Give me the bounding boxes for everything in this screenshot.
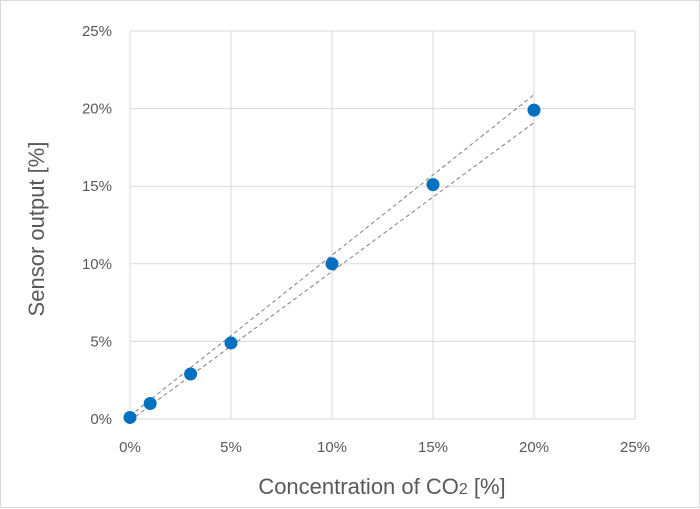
- y-tick-label: 25%: [82, 23, 112, 40]
- bound-line: [129, 94, 535, 417]
- data-point: [184, 367, 198, 381]
- x-tick-label: 10%: [317, 439, 347, 456]
- y-tick-label: 0%: [90, 411, 112, 428]
- y-tick-labels: 0% 5% 10% 15% 20% 25%: [82, 23, 112, 428]
- x-tick-label: 20%: [519, 439, 549, 456]
- y-tick-label: 5%: [90, 333, 112, 350]
- x-tick-label: 0%: [119, 439, 141, 456]
- data-point: [325, 257, 339, 271]
- data-point: [527, 103, 541, 117]
- y-tick-label: 10%: [82, 256, 112, 273]
- y-tick-label: 15%: [82, 178, 112, 195]
- data-points: [123, 103, 541, 424]
- y-tick-label: 20%: [82, 101, 112, 118]
- data-point: [224, 336, 238, 350]
- gridlines: [129, 30, 636, 420]
- x-tick-label: 25%: [620, 439, 650, 456]
- data-point: [123, 410, 137, 424]
- x-tick-label: 15%: [418, 439, 448, 456]
- data-point: [143, 396, 157, 410]
- x-axis-title: Concentration of CO2 [%]: [258, 474, 505, 499]
- x-tick-label: 5%: [220, 439, 242, 456]
- data-point: [426, 178, 440, 192]
- y-axis-title: Sensor output [%]: [24, 142, 49, 317]
- x-tick-labels: 0% 5% 10% 15% 20% 25%: [119, 439, 650, 456]
- bound-lines: [129, 94, 535, 421]
